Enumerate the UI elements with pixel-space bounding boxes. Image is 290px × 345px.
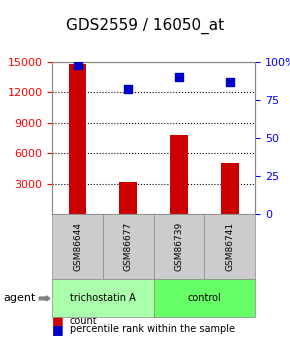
Text: control: control [188,294,221,303]
Text: agent: agent [3,294,35,303]
Point [126,87,130,92]
Bar [221,163,239,214]
Point [75,62,80,68]
Text: count: count [70,316,97,326]
Point [177,75,182,80]
Bar [69,64,86,214]
Text: trichostatin A: trichostatin A [70,294,136,303]
Bar [170,135,188,214]
Text: ■: ■ [52,314,64,327]
Text: GSM86677: GSM86677 [124,222,133,271]
Text: GSM86644: GSM86644 [73,222,82,271]
Text: ■: ■ [52,323,64,336]
Text: GSM86739: GSM86739 [175,222,184,271]
Text: GSM86741: GSM86741 [225,222,234,271]
Text: GDS2559 / 16050_at: GDS2559 / 16050_at [66,18,224,34]
Point [227,79,232,85]
Text: percentile rank within the sample: percentile rank within the sample [70,325,235,334]
Bar [119,181,137,214]
